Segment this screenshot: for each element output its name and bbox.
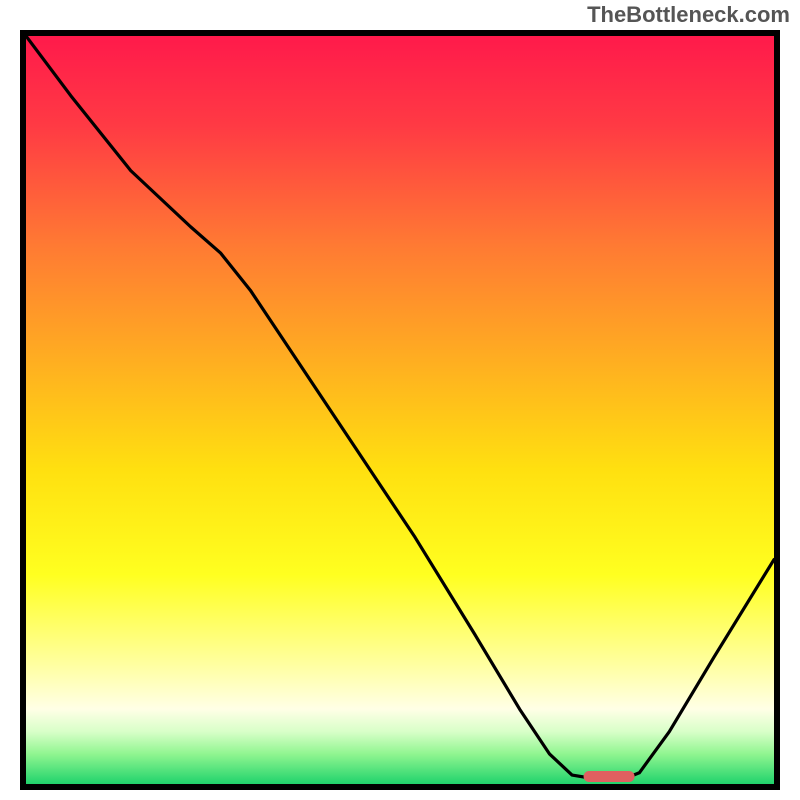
optimum-marker: [584, 771, 635, 783]
curve-svg: [26, 36, 774, 784]
bottleneck-curve: [26, 36, 774, 779]
plot-area: [26, 36, 774, 784]
chart-container: TheBottleneck.com: [0, 0, 800, 800]
watermark-text: TheBottleneck.com: [587, 2, 790, 28]
